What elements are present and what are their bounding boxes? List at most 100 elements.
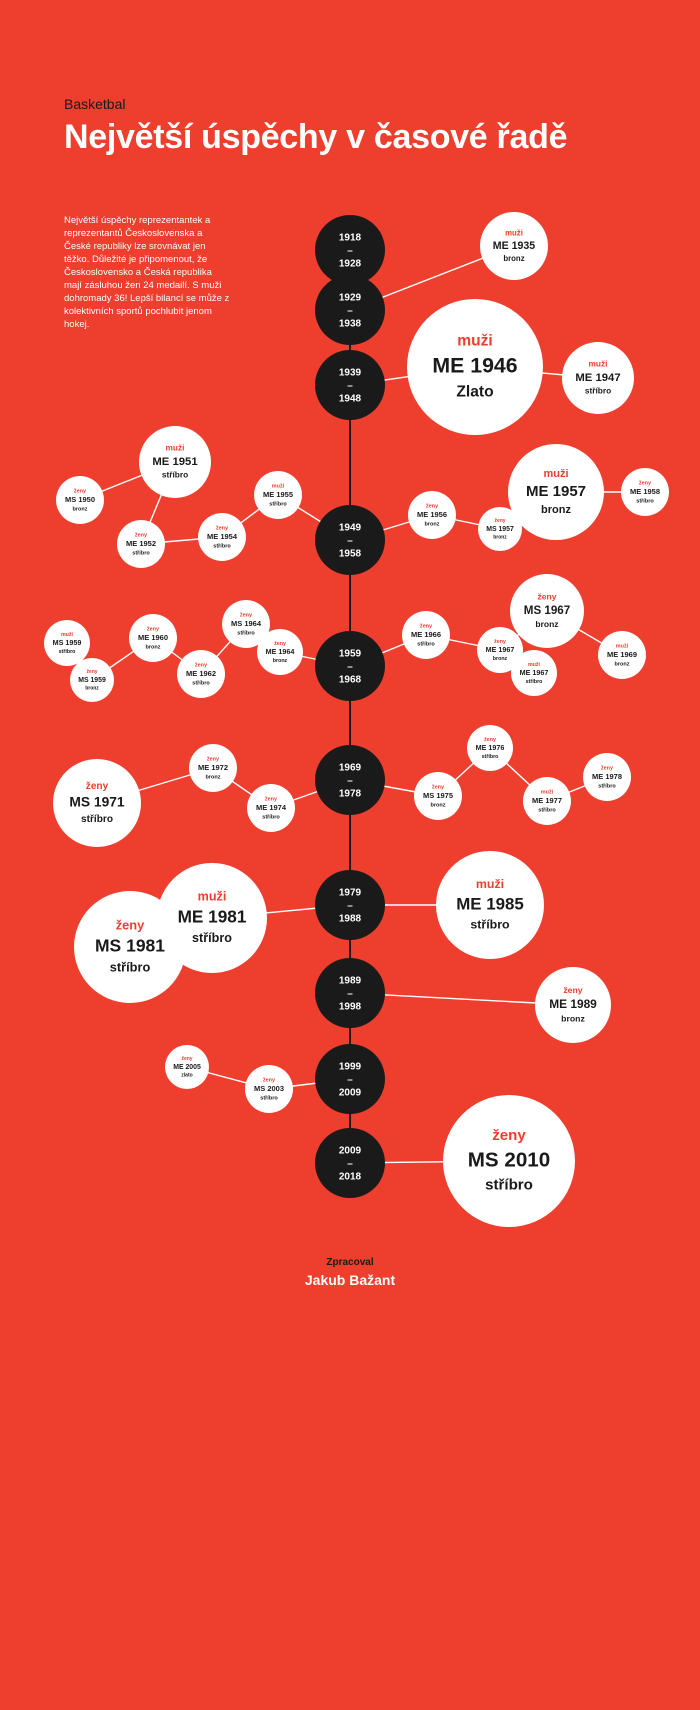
bubble-result: bronz — [535, 619, 558, 629]
bubble-result: zlato — [181, 1073, 192, 1079]
bubble-result: stříbro — [598, 783, 616, 789]
bubble-circle — [508, 444, 604, 540]
bubble-event: MS 1959 — [78, 677, 106, 684]
decade-node: 2009 – 2018 — [315, 1128, 385, 1198]
bubble-circle — [117, 520, 165, 568]
bubble-circle — [583, 753, 631, 801]
bubble-circle — [467, 725, 513, 771]
bubble-category: muži — [61, 632, 74, 638]
decade-circle — [315, 958, 385, 1028]
bubble-circle — [443, 1095, 575, 1227]
section-kicker: Basketbal — [64, 96, 126, 112]
bubble-event: ME 1964 — [266, 647, 295, 656]
bubble-event: MS 1964 — [231, 619, 262, 628]
credit-name: Jakub Bažant — [304, 1272, 396, 1288]
bubble-result: stříbro — [470, 918, 510, 932]
bubble-category: muži — [272, 483, 285, 489]
bubble-result: bronz — [146, 644, 161, 650]
bubble-result: stříbro — [526, 679, 544, 685]
intro-text: Největší úspěchy reprezentantek a reprez… — [64, 215, 230, 330]
decade-start: 2009 — [339, 1146, 362, 1157]
achievement-bubble: muži ME 1951 stříbro — [139, 426, 211, 498]
bubble-circle — [535, 967, 611, 1043]
bubble-event: ME 1954 — [207, 532, 238, 541]
achievement-bubble: muži ME 1957 bronz — [508, 444, 604, 540]
bubble-result: bronz — [493, 535, 507, 541]
bubble-result: bronz — [425, 521, 440, 527]
achievement-bubble: muži ME 1981 stříbro — [157, 863, 267, 973]
decade-circle — [315, 870, 385, 940]
bubble-category: ženy — [492, 1127, 526, 1144]
bubble-event: MS 1971 — [69, 795, 125, 810]
decade-dash: – — [347, 246, 353, 257]
bubble-circle — [198, 513, 246, 561]
decade-dash: – — [347, 989, 353, 1000]
bubble-circle — [222, 600, 270, 648]
decade-dash: – — [347, 536, 353, 547]
bubble-result: bronz — [206, 774, 221, 780]
bubble-category: ženy — [86, 669, 97, 675]
bubble-circle — [56, 476, 104, 524]
bubble-category: ženy — [426, 503, 439, 509]
bubble-result: stříbro — [237, 630, 255, 636]
bubble-event: ME 1947 — [575, 372, 620, 384]
bubble-result: stříbro — [482, 754, 500, 760]
decade-circle — [315, 631, 385, 701]
bubble-category: ženy — [86, 781, 109, 792]
bubble-category: ženy — [538, 591, 557, 601]
bubble-circle — [44, 620, 90, 666]
bubble-category: muži — [616, 643, 629, 649]
decade-start: 1959 — [339, 649, 362, 660]
bubble-circle — [477, 627, 523, 673]
bubble-event: MS 1950 — [65, 495, 95, 504]
decade-end: 2018 — [339, 1172, 362, 1183]
decade-circle — [315, 505, 385, 575]
decade-dash: – — [347, 1075, 353, 1086]
bubble-circle — [407, 299, 543, 435]
bubble-result: stříbro — [59, 649, 77, 655]
bubble-circle — [478, 507, 522, 551]
bubble-result: stříbro — [132, 550, 150, 556]
bubble-circle — [480, 212, 548, 280]
achievement-bubble: muži ME 1985 stříbro — [436, 851, 544, 959]
achievement-bubble: ženy MS 1967 bronz — [510, 574, 584, 648]
decade-dash: – — [347, 776, 353, 787]
bubble-event: ME 1957 — [526, 483, 586, 500]
bubble-event: ME 1967 — [486, 645, 515, 654]
bubble-category: ženy — [240, 612, 253, 618]
bubble-category: ženy — [74, 488, 87, 494]
bubble-category: ženy — [274, 641, 286, 647]
bubble-circle — [70, 658, 114, 702]
decade-start: 1939 — [339, 368, 362, 379]
bubble-category: ženy — [216, 525, 229, 531]
decade-dash: – — [347, 381, 353, 392]
bubble-result: stříbro — [485, 1177, 533, 1194]
decade-start: 1929 — [339, 293, 362, 304]
bubble-circle — [139, 426, 211, 498]
decade-dash: – — [347, 306, 353, 317]
bubble-circle — [436, 851, 544, 959]
bubble-result: bronz — [493, 656, 508, 662]
bubble-event: MS 1967 — [524, 604, 570, 617]
bubble-event: ME 1989 — [549, 997, 597, 1011]
decade-end: 1998 — [339, 1002, 362, 1013]
achievement-bubble: muži ME 1935 bronz — [480, 212, 548, 280]
bubble-category: ženy — [265, 796, 278, 802]
bubble-result: stříbro — [538, 807, 556, 813]
decade-circle — [315, 275, 385, 345]
bubble-result: stříbro — [262, 814, 280, 820]
bubble-circle — [408, 491, 456, 539]
bubble-category: ženy — [116, 917, 145, 932]
decade-end: 1968 — [339, 675, 362, 686]
achievement-bubble: muži ME 1946 Zlato — [407, 299, 543, 435]
bubble-result: stříbro — [417, 641, 435, 647]
